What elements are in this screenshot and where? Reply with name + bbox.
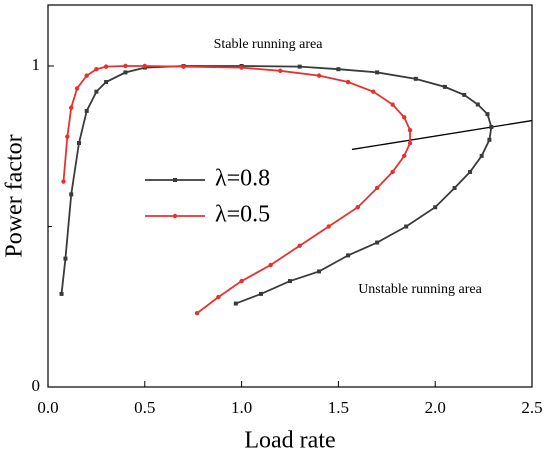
data-point: [345, 79, 351, 85]
annotation: Unstable running area: [358, 282, 482, 297]
data-point: [297, 64, 302, 69]
data-point: [94, 89, 99, 94]
data-point: [63, 256, 68, 261]
data-point: [316, 73, 322, 78]
data-point: [94, 67, 99, 72]
data-point: [104, 80, 109, 85]
data-point: [487, 137, 492, 142]
data-point: [407, 127, 413, 133]
data-point: [404, 224, 409, 229]
data-point: [375, 240, 380, 245]
data-point: [452, 185, 457, 190]
data-point: [69, 105, 74, 110]
data-point: [278, 68, 283, 74]
x-tick-label: 0.5: [134, 398, 155, 417]
data-point: [181, 64, 186, 69]
data-point: [413, 76, 418, 81]
data-point: [475, 102, 480, 107]
x-tick-label: 2.0: [425, 398, 446, 417]
data-point: [194, 310, 200, 316]
x-tick-label: 1.0: [231, 398, 252, 417]
data-point: [374, 185, 380, 191]
data-point: [485, 112, 490, 117]
data-point: [103, 64, 109, 69]
data-point: [390, 102, 395, 107]
legend-marker: [172, 213, 178, 219]
annotation: Stable running area: [214, 37, 324, 52]
data-point: [258, 291, 263, 296]
data-point: [239, 65, 244, 70]
data-point: [239, 278, 244, 284]
legend-label: λ=0.8: [215, 166, 270, 192]
series-line: [60, 65, 493, 305]
data-point: [84, 73, 89, 78]
data-point: [468, 169, 473, 174]
data-point: [442, 84, 447, 89]
data-point: [407, 140, 413, 146]
data-point: [65, 134, 70, 139]
x-tick-label: 2.5: [521, 398, 542, 417]
data-point: [123, 63, 128, 69]
data-point: [390, 169, 395, 175]
x-tick-label: 1.5: [328, 398, 349, 417]
boundary-line: [351, 119, 533, 151]
y-tick-label: 1: [32, 55, 41, 74]
data-point: [76, 141, 81, 146]
data-point: [371, 89, 376, 94]
x-axis-label: Load rate: [244, 428, 335, 454]
data-point: [317, 269, 322, 274]
data-point: [479, 153, 484, 158]
data-point: [297, 243, 302, 248]
data-point: [402, 153, 407, 159]
data-point: [355, 205, 360, 210]
data-point: [462, 92, 467, 97]
data-point: [142, 63, 147, 69]
plot-frame: [47, 4, 533, 388]
data-point: [326, 224, 331, 229]
data-point: [433, 205, 438, 210]
data-point: [336, 67, 341, 72]
y-tick-label: 0: [32, 376, 41, 395]
data-point: [123, 70, 128, 75]
data-point: [375, 70, 380, 75]
data-point: [216, 294, 221, 300]
data-point: [489, 124, 494, 129]
x-tick-label: 0.0: [37, 398, 58, 417]
data-point: [74, 86, 80, 91]
y-axis-label: Power factor: [2, 134, 28, 257]
data-point: [268, 262, 273, 268]
data-point: [84, 108, 89, 113]
data-point: [402, 115, 407, 120]
legend-label: λ=0.5: [215, 202, 270, 228]
data-point: [288, 279, 292, 284]
legend-marker: [173, 178, 177, 182]
data-point: [233, 301, 238, 306]
data-point: [69, 192, 74, 197]
data-point: [346, 253, 351, 258]
data-point: [59, 291, 64, 296]
data-point: [61, 179, 66, 184]
